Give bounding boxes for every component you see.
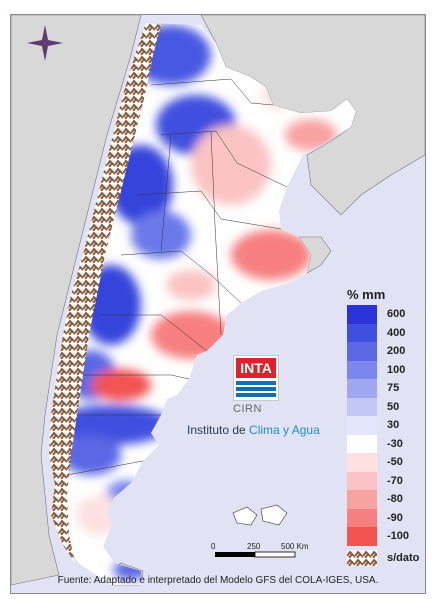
province-borders [66,78,288,476]
scale-label-0: 0 [211,542,216,551]
logo-stripe [236,387,276,391]
legend-swatch [347,323,377,342]
legend-swatch [347,527,377,546]
legend-swatch [347,379,377,398]
scale-label-250: 250 [247,542,261,551]
logo-stripe [236,381,276,385]
legend-swatch [347,453,377,472]
legend-label: -70 [387,474,403,487]
legend-label: 400 [387,326,406,339]
legend [347,305,381,546]
legend-label: 50 [387,400,400,413]
legend-swatch [347,305,377,324]
legend-label: -30 [387,437,403,450]
legend-label: -90 [387,511,403,524]
legend-swatch [347,434,377,453]
legend-label: -100 [387,530,410,542]
legend-swatch [347,360,377,379]
cirn-label: CIRN [233,403,262,415]
legend-swatch [347,490,377,509]
legend-label: 100 [387,363,406,376]
legend-label: 30 [387,419,400,431]
instituto-prefix: Instituto de [187,423,250,437]
precipitation-anomaly-map [11,15,425,586]
no-data-region [49,23,161,563]
legend-swatch [347,397,377,416]
legend-label: 200 [387,345,406,357]
no-data-swatch [347,550,377,566]
legend-swatch [347,342,377,361]
compass-rose-icon [27,25,63,61]
legend-title: % mm [347,287,386,302]
legend-swatch [347,471,377,490]
logo-stripe [236,393,276,397]
no-data-label: s/dato [387,552,420,564]
instituto-label: Instituto de Clima y Agua [187,423,320,437]
map-frame: % mm 600 400 200 100 75 50 30 -30 -50 -70 -80 -90 -1… [10,14,426,594]
legend-label: -50 [387,456,403,468]
scale-label-500: 500 Km [281,542,309,551]
inta-logo: INTA [233,355,279,401]
legend-label: -80 [387,493,403,505]
source-caption: Fuente: Adaptado e interpretado del Mode… [57,575,379,586]
legend-label: 600 [387,308,406,320]
malvinas-islands [232,504,288,526]
instituto-highlight: Clima y Agua [249,423,320,437]
scale-bar [215,551,296,558]
legend-swatch [347,416,377,435]
legend-label: 75 [387,382,400,394]
legend-swatch [347,508,377,527]
chile-landmass [11,15,142,586]
inta-logo-text: INTA [236,358,276,378]
